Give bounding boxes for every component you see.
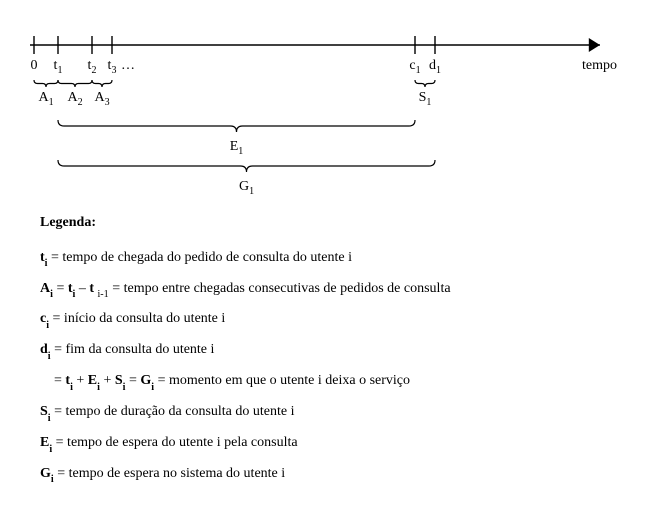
svg-text:c1: c1 bbox=[409, 58, 420, 76]
legend-row: Gi = tempo de espera no sistema do utent… bbox=[40, 461, 629, 488]
svg-text:d1: d1 bbox=[429, 58, 441, 76]
svg-text:tempo: tempo bbox=[582, 58, 617, 73]
legend: Legenda: ti = tempo de chegada do pedido… bbox=[40, 210, 629, 488]
legend-row: Ei = tempo de espera do utente i pela co… bbox=[40, 430, 629, 457]
legend-title: Legenda: bbox=[40, 210, 629, 237]
svg-text:A1: A1 bbox=[38, 90, 53, 108]
svg-text:E1: E1 bbox=[230, 139, 244, 157]
svg-text:t1: t1 bbox=[54, 58, 63, 76]
legend-row: ti = tempo de chegada do pedido de consu… bbox=[40, 245, 629, 272]
legend-row: = ti + Ei + Si = Gi = momento em que o u… bbox=[40, 368, 629, 395]
svg-text:A2: A2 bbox=[67, 90, 82, 108]
svg-text:G1: G1 bbox=[239, 179, 254, 197]
svg-text:t2: t2 bbox=[88, 58, 97, 76]
legend-row: di = fim da consulta do utente i bbox=[40, 337, 629, 364]
svg-text:0: 0 bbox=[31, 58, 38, 73]
timeline-diagram: 0 t1 t2 t3 … c1 d1 tempo A1 A2 A3 S1 E1 G1 bbox=[20, 20, 630, 200]
legend-row: ci = início da consulta do utente i bbox=[40, 306, 629, 333]
svg-text:t3: t3 bbox=[108, 58, 117, 76]
svg-text:S1: S1 bbox=[419, 90, 432, 108]
legend-rows: ti = tempo de chegada do pedido de consu… bbox=[40, 245, 629, 489]
legend-row: Si = tempo de duração da consulta do ute… bbox=[40, 399, 629, 426]
svg-text:…: … bbox=[121, 58, 135, 73]
legend-row: Ai = ti – t i-1 = tempo entre chegadas c… bbox=[40, 276, 629, 303]
svg-text:A3: A3 bbox=[94, 90, 109, 108]
timeline-svg: 0 t1 t2 t3 … c1 d1 tempo A1 A2 A3 S1 E1 G1 bbox=[20, 20, 630, 200]
